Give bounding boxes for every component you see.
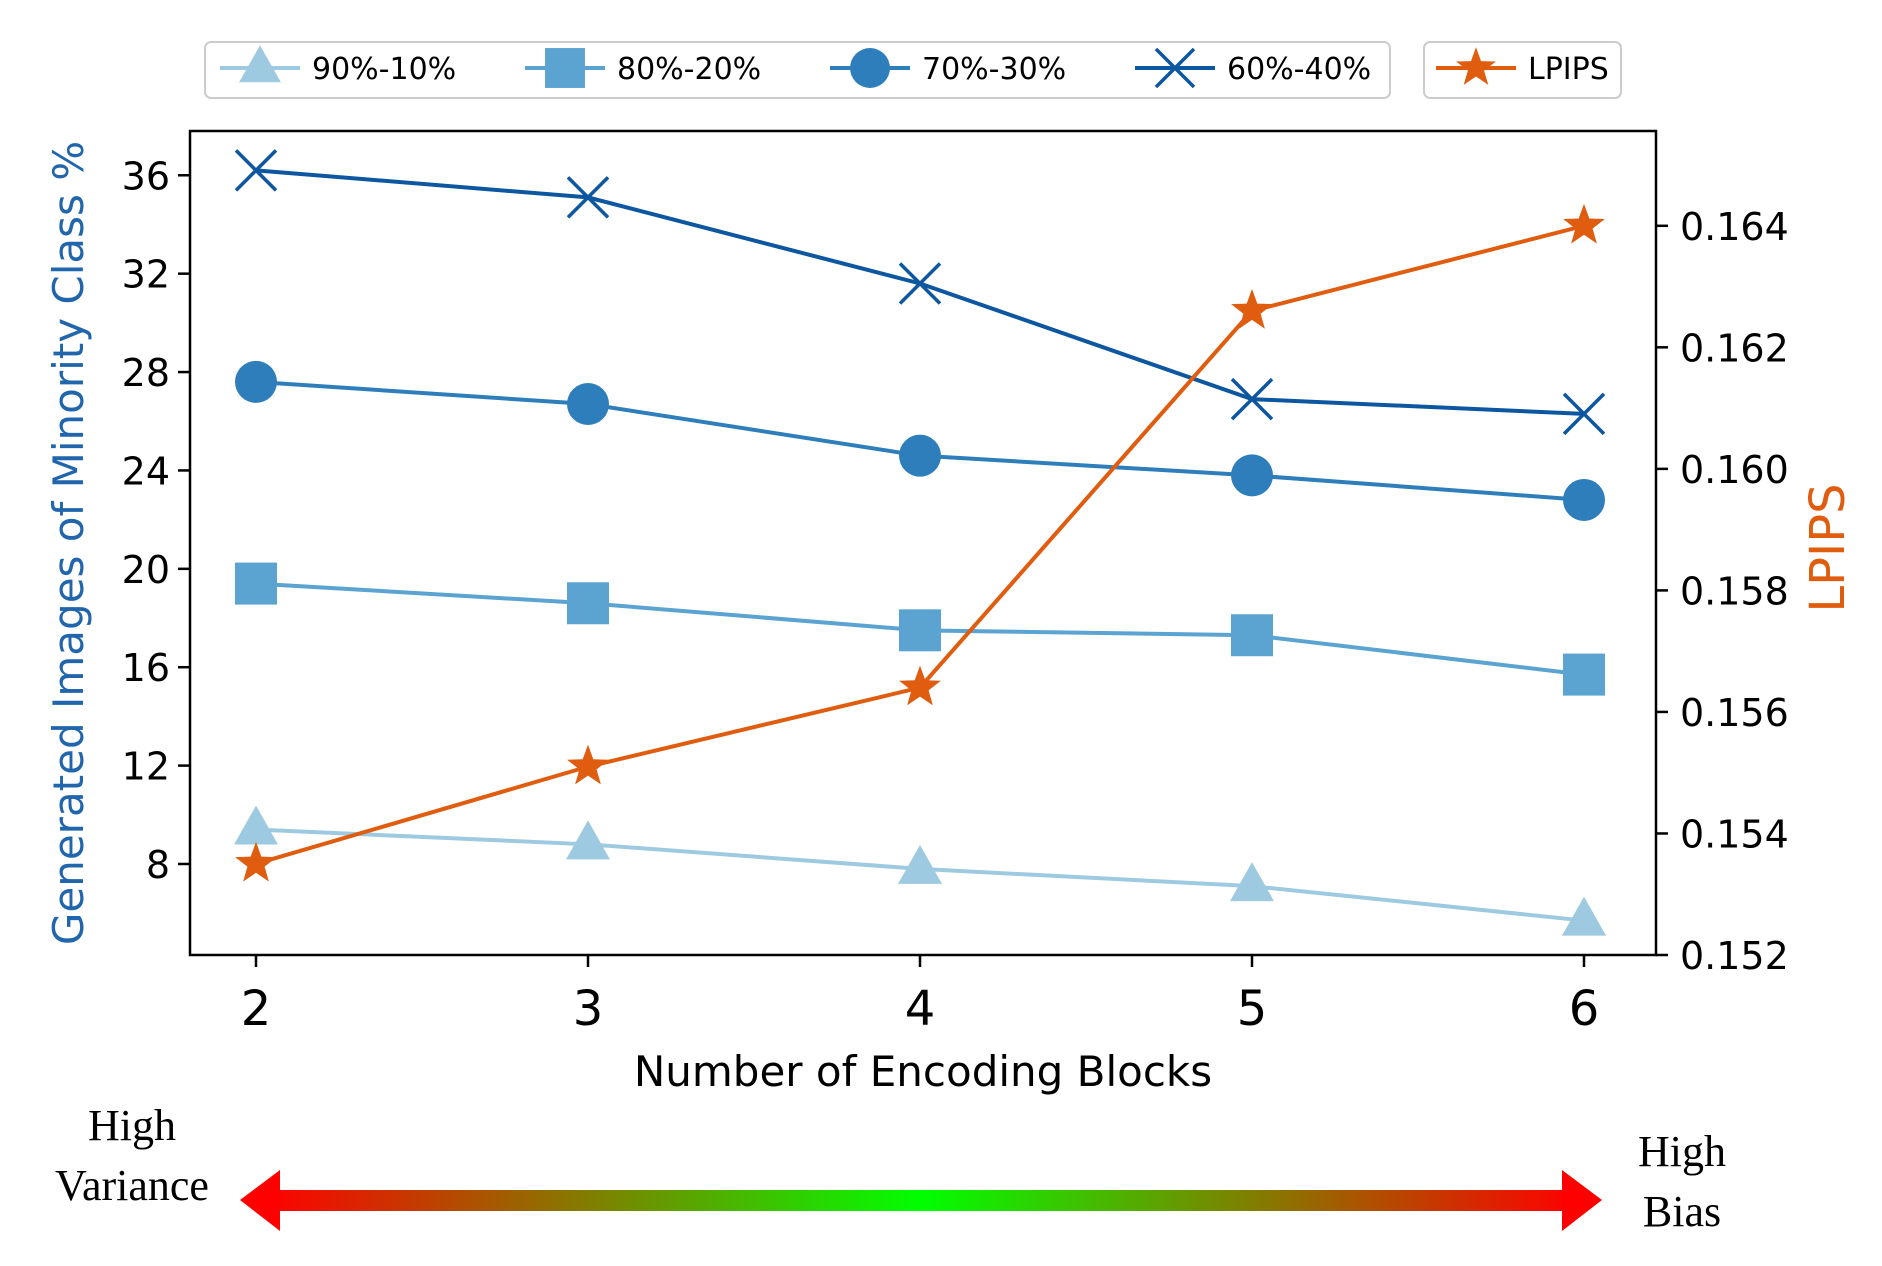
y-tick-label: 36 xyxy=(122,154,170,198)
data-point xyxy=(566,820,610,860)
legend-label: 70%-30% xyxy=(922,52,1066,87)
series-group xyxy=(234,149,1606,936)
legend-entry: 70%-30% xyxy=(830,48,1066,88)
x-tick-label: 5 xyxy=(1237,981,1268,1037)
data-point xyxy=(235,360,277,403)
data-point xyxy=(1231,288,1273,329)
data-point xyxy=(566,176,610,219)
series-line xyxy=(255,223,1585,866)
annotation-left-line1: High xyxy=(88,1101,176,1150)
data-point xyxy=(1231,614,1273,657)
data-point xyxy=(567,383,609,426)
annotation-right-line1: High xyxy=(1638,1127,1726,1176)
legend-marker xyxy=(850,48,890,88)
legend: 90%-10% 80%-20% 70%-30% 60%-40% LPIPS xyxy=(220,45,1609,89)
y-axis-label-left: Generated Images of Minority Class % xyxy=(44,141,93,945)
y2-tick-label: 0.160 xyxy=(1680,448,1789,492)
legend-entry: 90%-10% xyxy=(220,45,456,87)
y-axis-label-right: LPIPS xyxy=(1800,483,1856,612)
series-LPIPS xyxy=(235,203,1605,882)
arrow-head-right xyxy=(1562,1170,1602,1231)
data-point xyxy=(567,582,609,625)
legend-label: LPIPS xyxy=(1528,52,1609,87)
data-point xyxy=(1230,377,1274,421)
data-point xyxy=(1230,862,1274,902)
y-tick-label: 8 xyxy=(146,843,170,887)
y2-tick-label: 0.152 xyxy=(1680,934,1789,978)
legend-entry: LPIPS xyxy=(1436,47,1609,87)
data-point xyxy=(1231,454,1273,497)
series-60%-40% xyxy=(234,149,1606,436)
series-70%-30% xyxy=(235,360,1605,521)
series-line xyxy=(255,168,1585,416)
legend-marker xyxy=(1154,47,1196,89)
axis-ticks: 2 3 4 5 6 8 12 16 20 24 28 32 36 0.152 0.154 0.156 0.158… xyxy=(122,154,1789,1037)
data-point xyxy=(898,844,942,884)
data-point xyxy=(1563,478,1605,521)
arrow-head-left xyxy=(240,1170,280,1231)
data-point xyxy=(899,609,941,652)
data-point xyxy=(234,805,278,845)
data-point xyxy=(899,665,941,706)
data-point xyxy=(235,562,277,605)
annotation-left-line2: Variance xyxy=(55,1161,209,1210)
y2-tick-label: 0.156 xyxy=(1680,691,1789,735)
x-tick-label: 6 xyxy=(1569,981,1600,1037)
variance-bias-arrow xyxy=(240,1170,1602,1231)
y-tick-label: 20 xyxy=(122,548,170,592)
y2-tick-label: 0.158 xyxy=(1680,569,1789,613)
annotation-right-line2: Bias xyxy=(1643,1187,1721,1236)
data-point xyxy=(235,841,277,882)
legend-entry: 60%-40% xyxy=(1135,47,1371,89)
plot-frame xyxy=(188,129,1658,957)
x-axis-label: Number of Encoding Blocks xyxy=(634,1047,1212,1096)
data-point xyxy=(1563,653,1605,696)
legend-box-main xyxy=(204,41,1391,99)
y-tick-label: 16 xyxy=(122,646,170,690)
x-tick-label: 3 xyxy=(573,981,604,1037)
legend-entry: 80%-20% xyxy=(525,48,761,88)
data-point xyxy=(234,149,278,192)
legend-label: 60%-40% xyxy=(1227,52,1371,87)
data-point xyxy=(898,262,942,305)
data-point xyxy=(567,744,609,785)
x-tick-label: 2 xyxy=(241,981,272,1037)
legend-marker xyxy=(545,48,585,88)
y-tick-label: 12 xyxy=(122,745,170,789)
series-90%-10% xyxy=(234,805,1606,936)
data-point xyxy=(1562,392,1606,436)
series-80%-20% xyxy=(235,562,1605,696)
y-tick-label: 24 xyxy=(122,449,170,493)
data-point xyxy=(1562,896,1606,936)
legend-marker xyxy=(239,45,281,83)
y2-tick-label: 0.154 xyxy=(1680,812,1789,856)
legend-marker xyxy=(1456,47,1496,85)
x-tick-label: 4 xyxy=(905,981,936,1037)
legend-label: 80%-20% xyxy=(617,52,761,87)
y-tick-label: 32 xyxy=(122,253,170,297)
legend-label: 90%-10% xyxy=(312,52,456,87)
y2-tick-label: 0.162 xyxy=(1680,326,1789,370)
y2-tick-label: 0.164 xyxy=(1680,205,1789,249)
data-point xyxy=(1563,203,1605,244)
data-point xyxy=(899,434,941,477)
y-tick-label: 28 xyxy=(122,351,170,395)
